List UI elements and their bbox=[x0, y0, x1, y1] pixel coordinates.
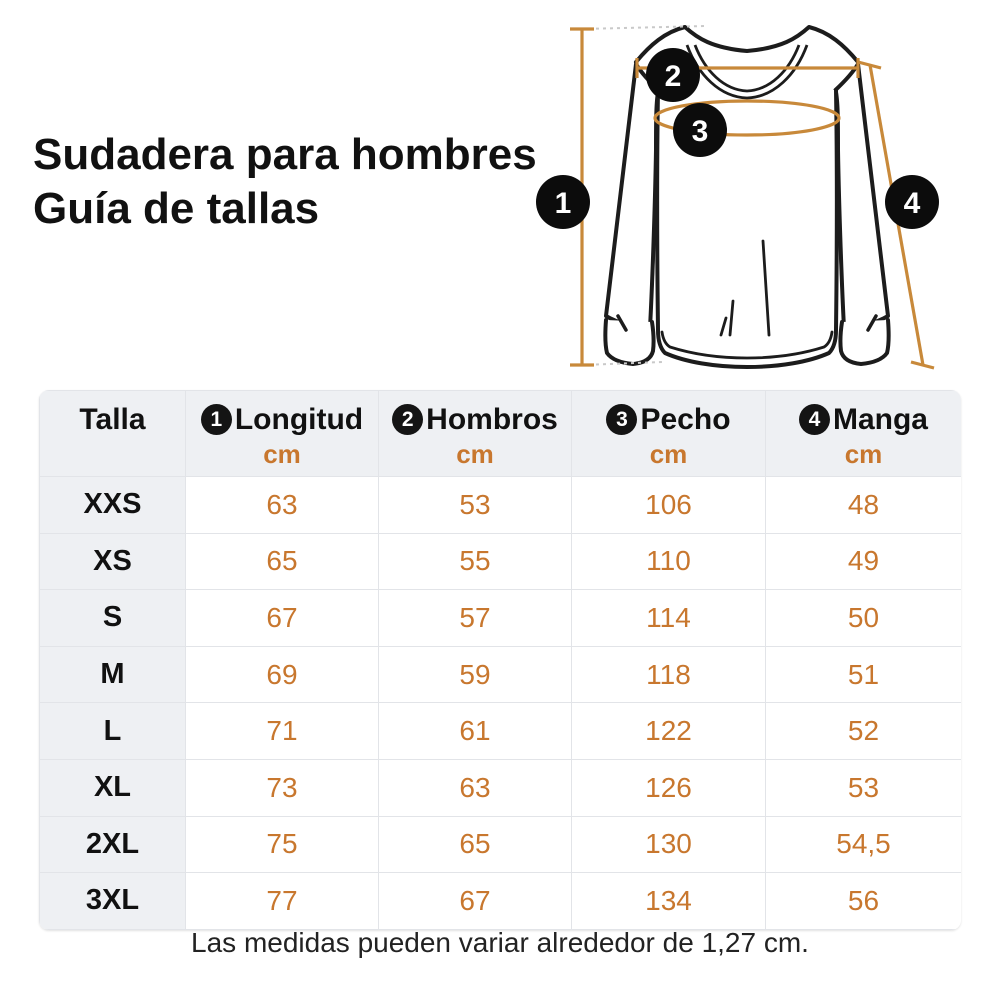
svg-text:4: 4 bbox=[904, 187, 921, 220]
svg-text:2: 2 bbox=[665, 60, 682, 93]
svg-text:3: 3 bbox=[692, 115, 709, 148]
svg-text:1: 1 bbox=[555, 187, 572, 220]
